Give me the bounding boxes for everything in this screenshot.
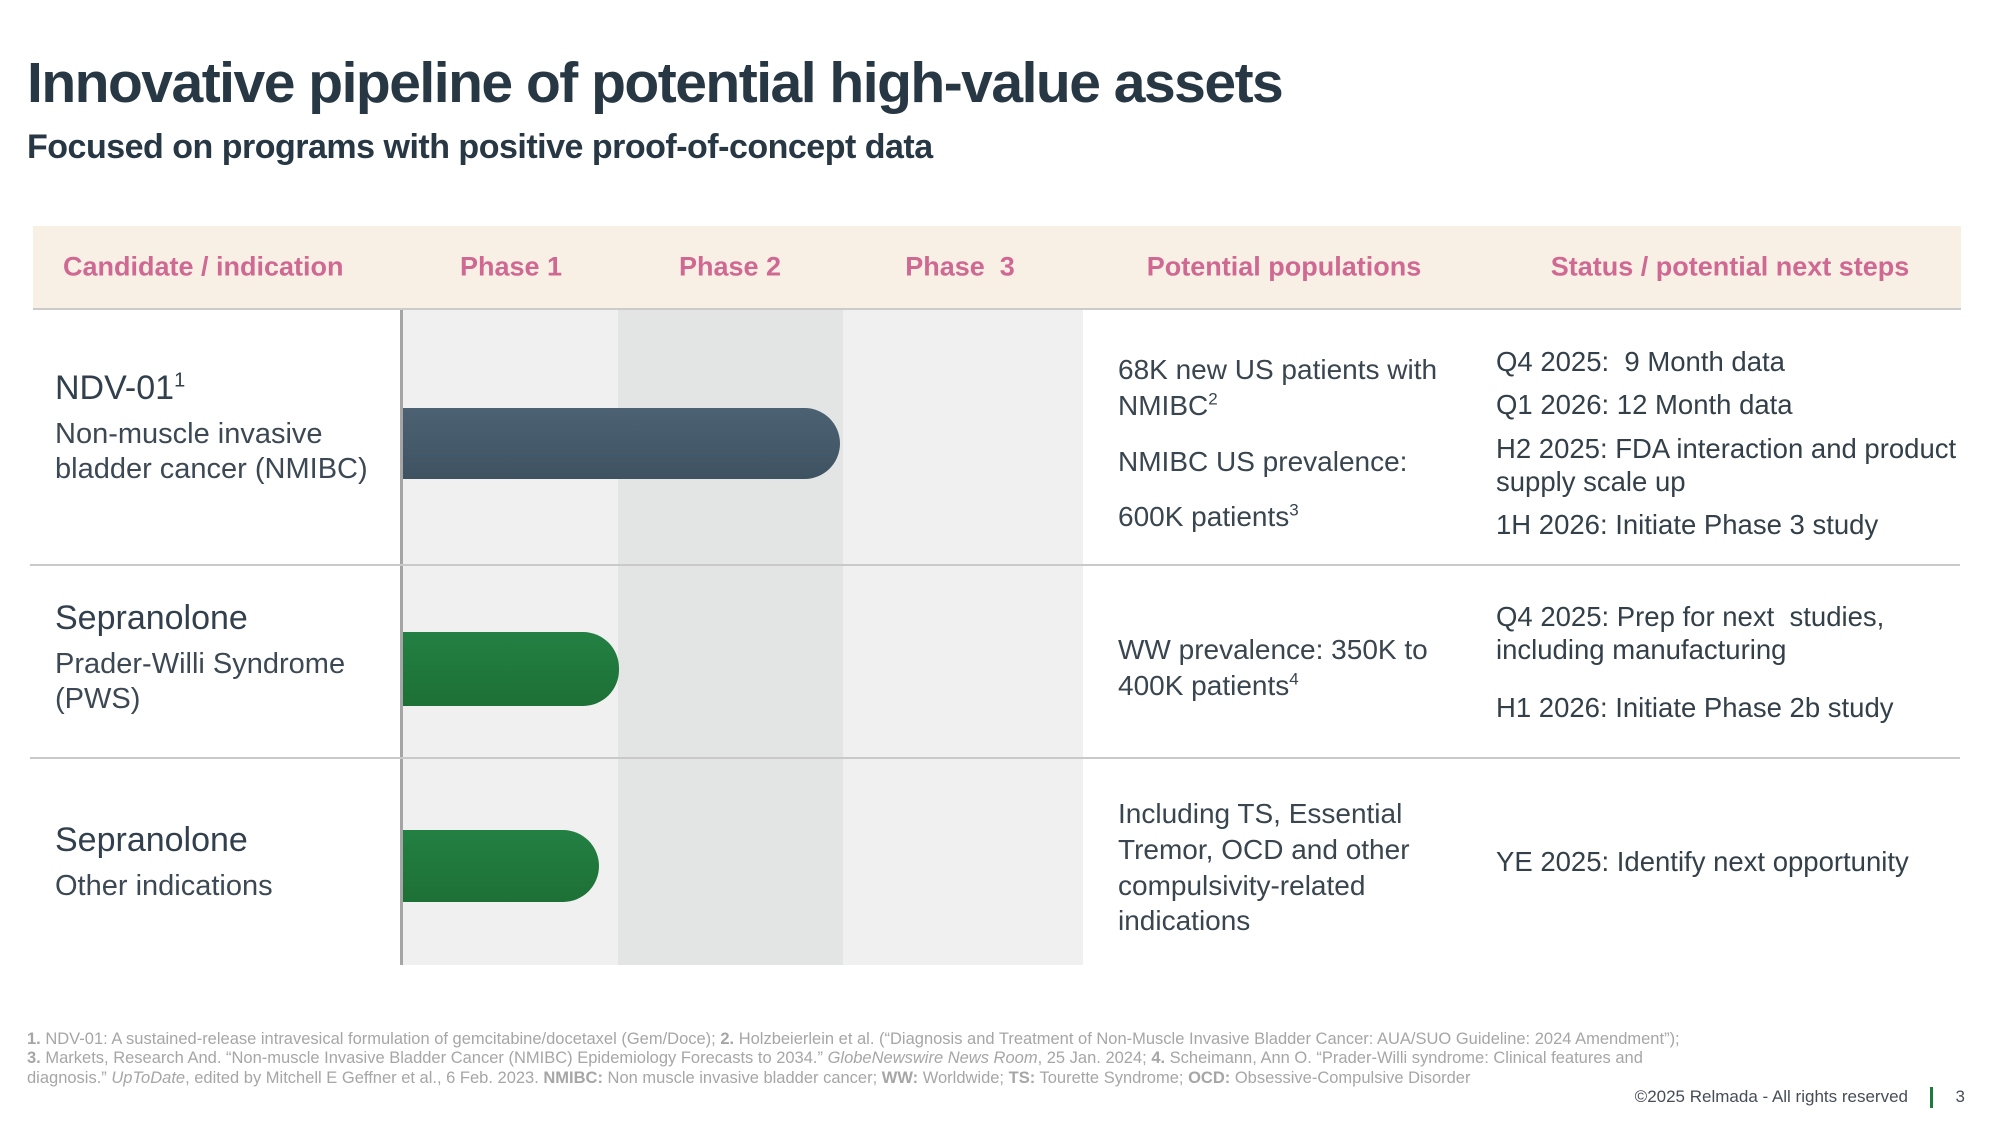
candidate-cell-sepranolone-other: Sepranolone Other indications	[55, 820, 375, 904]
status-item: Q4 2025: 9 Month data	[1496, 346, 1785, 377]
footnote-segment: 2.	[720, 1030, 735, 1048]
footnote-segment: Obsessive-Compulsive Disorder	[1230, 1068, 1471, 1087]
status-item: YE 2025: Identify next opportunity	[1496, 846, 1909, 877]
footnote-segment: Markets, Research And. “Non-muscle Invas…	[40, 1049, 828, 1068]
population-text: NMIBC US prevalence:	[1118, 445, 1408, 477]
footnote-segment: Tourette Syndrome;	[1035, 1068, 1189, 1087]
footnotes: 1. NDV-01: A sustained-release intravesi…	[27, 1030, 1687, 1088]
populations-cell: Including TS, Essential Tremor, OCD and …	[1118, 796, 1438, 939]
footnote-segment: , 25 Jan. 2024;	[1037, 1049, 1152, 1068]
population-text: 600K patients	[1118, 501, 1290, 533]
candidate-indication: Other indications	[55, 869, 273, 902]
status-cell: Q4 2025: Prep for next studies, includin…	[1496, 600, 1976, 724]
phase-axis-line	[400, 310, 403, 965]
row-divider	[30, 757, 1960, 759]
candidate-name: Sepranolone	[55, 599, 248, 637]
status-item: Q4 2025: Prep for next studies, includin…	[1496, 601, 1892, 666]
slide-footer: ©2025 Relmada - All rights reserved 3	[1635, 1084, 1965, 1110]
footnote-ref: 1	[174, 369, 186, 392]
footnote-segment: 3.	[27, 1049, 41, 1068]
col-header-phase2: Phase 2	[678, 251, 782, 282]
footnote-segment: OCD:	[1188, 1068, 1231, 1087]
col-header-phase1: Phase 1	[459, 251, 563, 282]
footnote-ref: 4	[1289, 669, 1299, 689]
table-header-row: Candidate / indication Phase 1 Phase 2 P…	[33, 226, 1961, 310]
footnote-segment: Holzbeierlein et al. (“Diagnosis and Tre…	[734, 1030, 1680, 1048]
candidate-indication: Non-muscle invasive bladder cancer (NMIB…	[55, 417, 368, 486]
footnote-segment: GlobeNewswire News Room	[827, 1049, 1038, 1068]
page-number: 3	[1955, 1087, 1965, 1106]
populations-cell: 68K new US patients with NMIBC2 NMIBC US…	[1118, 352, 1476, 535]
phase-progress-bar	[403, 830, 599, 902]
population-text: 68K new US patients with NMIBC	[1118, 354, 1438, 421]
status-item: H2 2025: FDA interaction and product sup…	[1496, 432, 1964, 497]
col-header-phase3: Phase 3	[905, 251, 1015, 282]
footnote-segment: Worldwide;	[918, 1068, 1009, 1087]
footnote-ref: 3	[1289, 501, 1299, 521]
status-item: H1 2026: Initiate Phase 2b study	[1496, 691, 1894, 723]
status-cell: YE 2025: Identify next opportunity	[1496, 845, 1976, 878]
footnote-segment: TS:	[1008, 1068, 1036, 1087]
populations-cell: WW prevalence: 350K to 400K patients4	[1118, 632, 1458, 704]
phase-progress-bar	[403, 632, 619, 706]
footnote-segment: UpToDate	[111, 1068, 186, 1087]
footnote-segment: 1.	[27, 1030, 41, 1048]
candidate-name: Sepranolone	[55, 821, 248, 859]
candidate-indication: Prader-Willi Syndrome (PWS)	[55, 647, 346, 716]
status-item: Q1 2026: 12 Month data	[1496, 389, 1793, 421]
footnote-segment: Scheimann, Ann O. “Prader-Willi syndrome…	[27, 1049, 1643, 1087]
status-item: 1H 2026: Initiate Phase 3 study	[1496, 509, 1879, 541]
phase3-track-column	[843, 310, 1083, 965]
page-subtitle: Focused on programs with positive proof-…	[27, 128, 933, 167]
footnote-segment: Non muscle invasive bladder cancer;	[602, 1068, 882, 1087]
copyright-text: ©2025 Relmada - All rights reserved	[1634, 1087, 1908, 1106]
row-divider	[30, 564, 1960, 566]
col-header-status: Status / potential next steps	[1550, 251, 1910, 282]
page-title: Innovative pipeline of potential high-va…	[27, 51, 1284, 116]
footnote-segment: , edited by Mitchell E Geffner et al., 6…	[185, 1068, 544, 1087]
candidate-name: NDV-011	[55, 369, 186, 407]
footer-separator	[1930, 1086, 1933, 1108]
footnote-segment: 4.	[1151, 1049, 1166, 1068]
candidate-cell-sepranolone-pws: Sepranolone Prader-Willi Syndrome (PWS)	[55, 598, 375, 718]
footnote-ref: 2	[1208, 389, 1218, 409]
footnote-segment: NMIBC:	[543, 1068, 603, 1087]
population-text: Including TS, Essential Tremor, OCD and …	[1118, 798, 1410, 937]
status-cell: Q4 2025: 9 Month data Q1 2026: 12 Month …	[1496, 345, 1976, 541]
phase-progress-bar	[403, 408, 840, 479]
population-text: WW prevalence: 350K to 400K patients	[1118, 634, 1428, 701]
candidate-cell-ndv01: NDV-011 Non-muscle invasive bladder canc…	[55, 368, 375, 488]
col-header-candidate: Candidate / indication	[63, 251, 344, 282]
footnote-segment: WW:	[881, 1068, 919, 1087]
footnote-segment: NDV-01: A sustained-release intravesical…	[40, 1030, 721, 1048]
col-header-populations: Potential populations	[1146, 251, 1422, 282]
